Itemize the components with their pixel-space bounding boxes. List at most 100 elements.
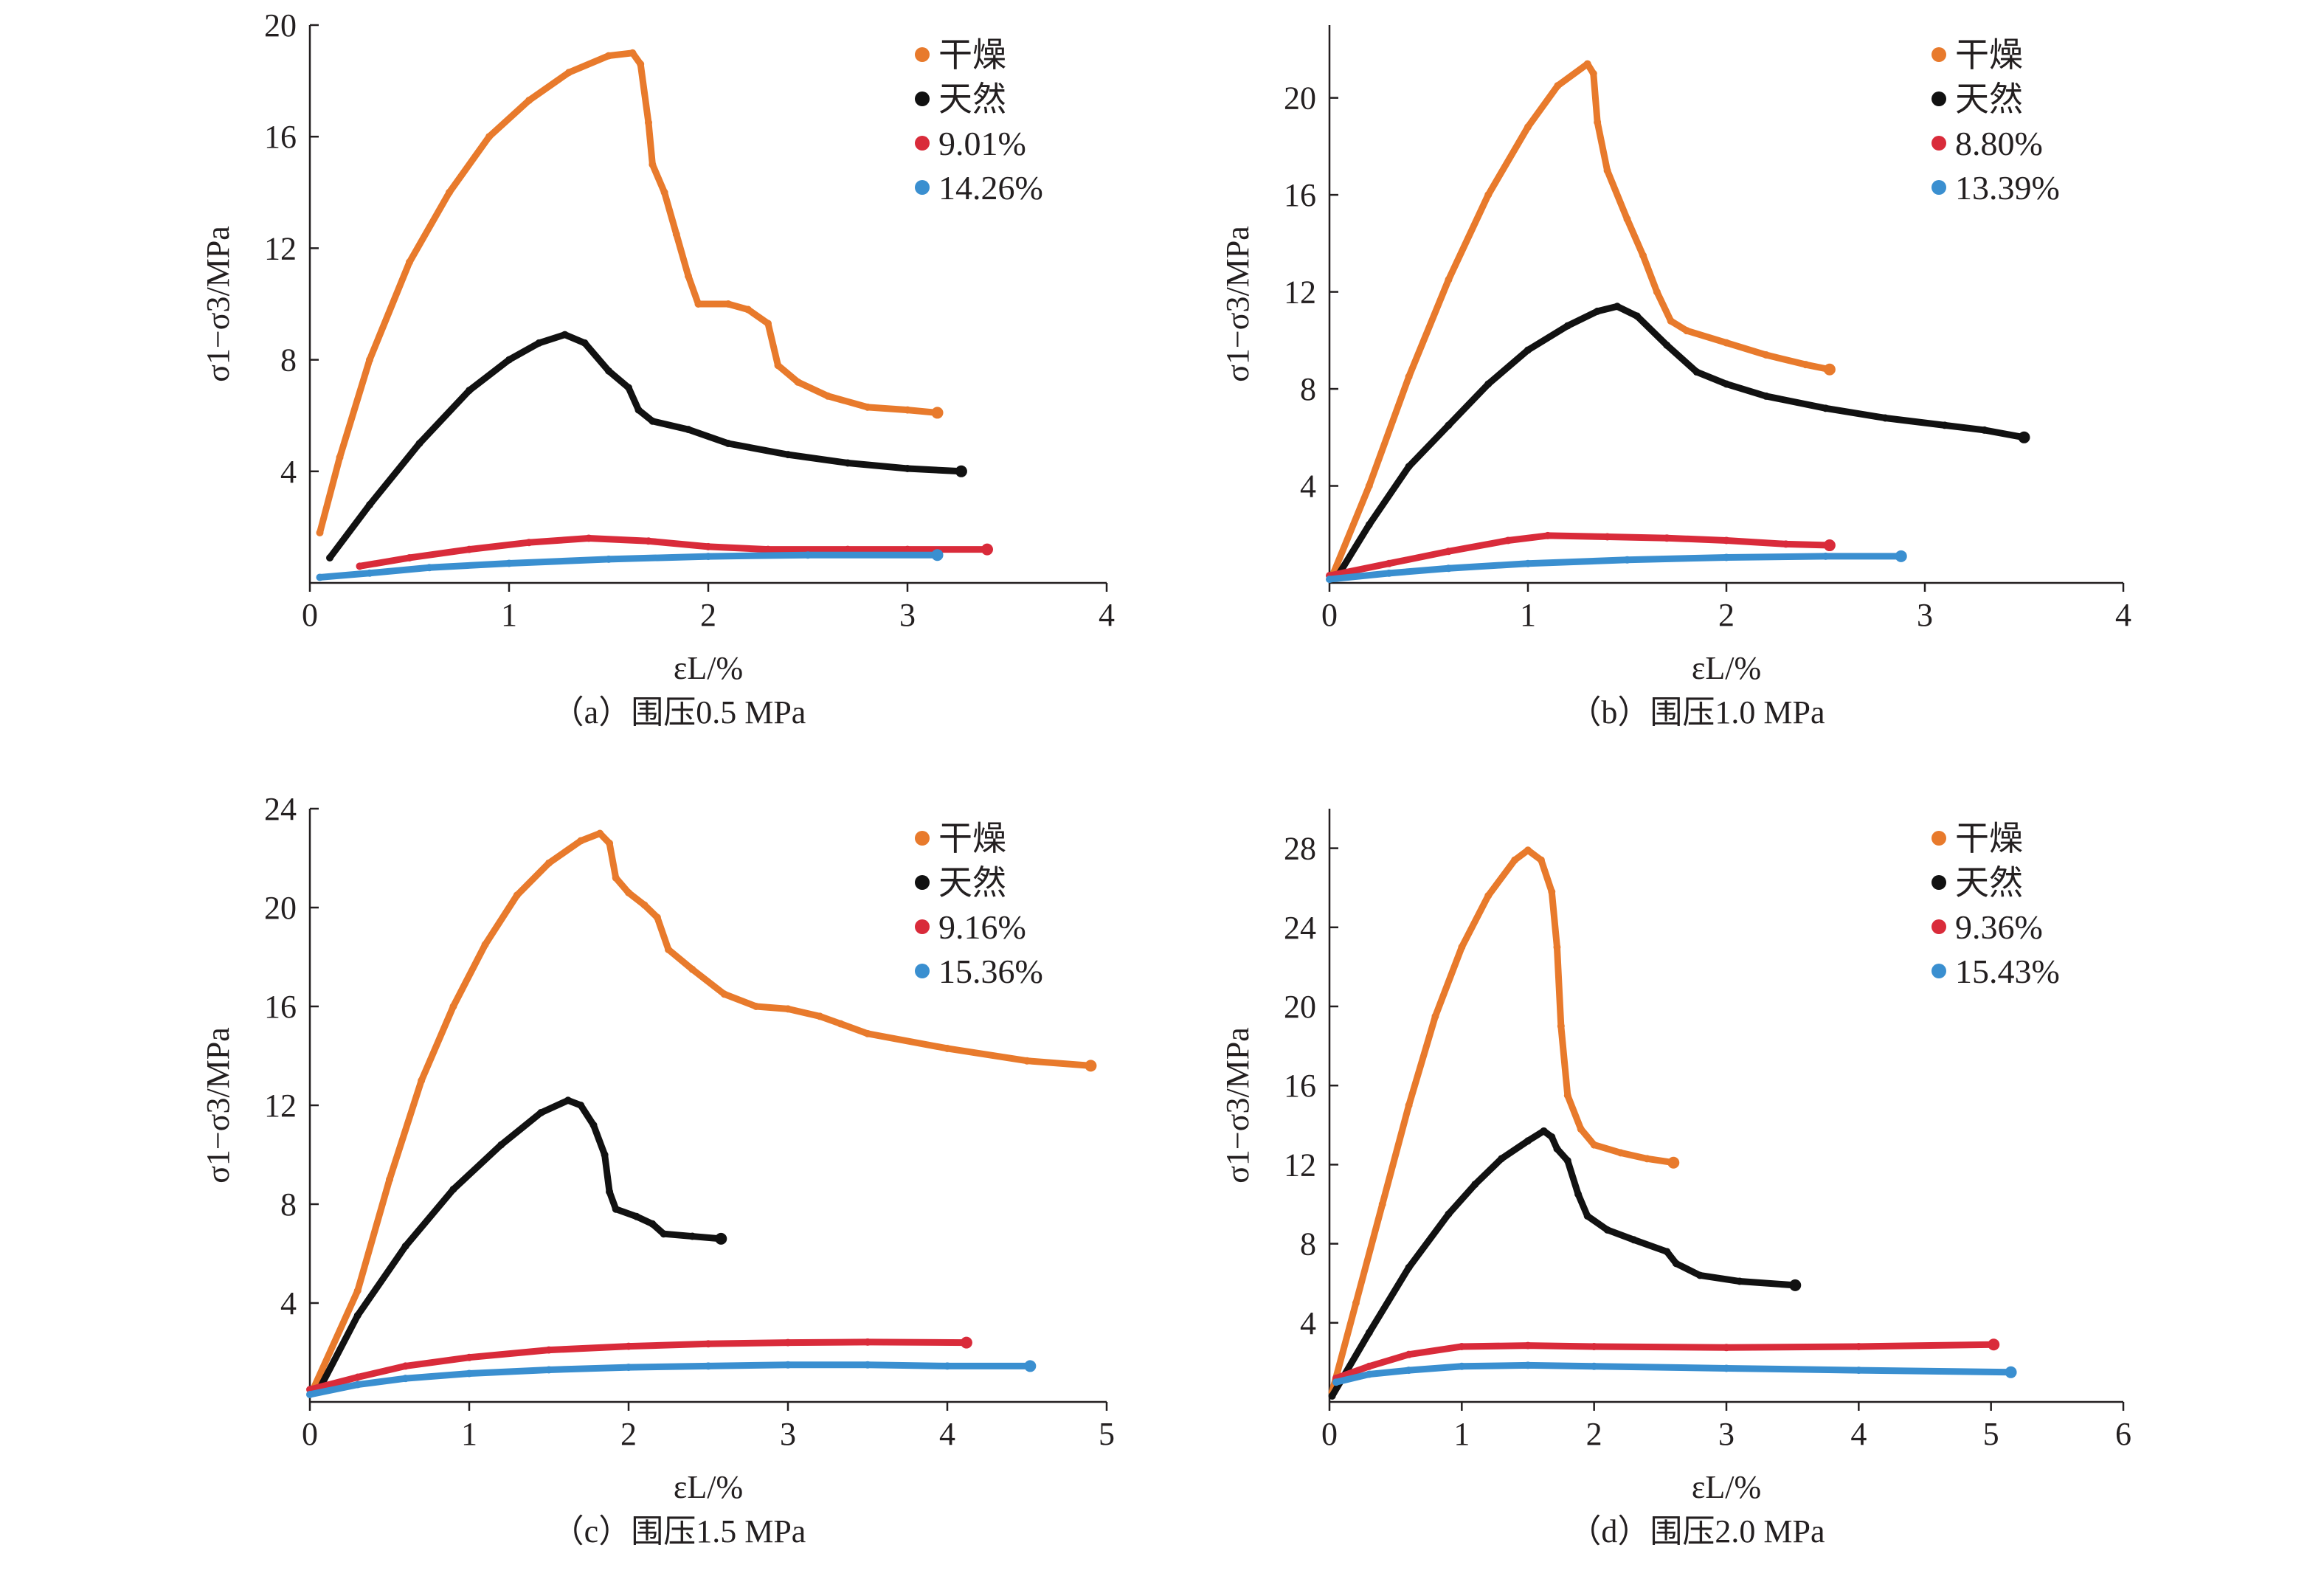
data-point [625,384,632,392]
data-point [1723,536,1730,545]
data-point [612,874,620,882]
data-point [774,362,782,370]
data-point [606,1188,614,1196]
series-1 [1328,1127,1802,1400]
x-tick-label: 6 [2115,1416,2131,1452]
series-3 [1332,1361,2017,1386]
data-point [564,1096,572,1105]
data-point [864,1029,871,1037]
y-tick-label: 16 [1284,1068,1316,1104]
data-point [1762,392,1770,400]
x-tick-label: 4 [939,1416,955,1452]
series-end-marker [1895,550,1907,562]
y-tick-label: 8 [280,1186,297,1223]
y-tick-label: 8 [280,342,297,379]
data-point [406,258,413,266]
data-point [1548,1133,1556,1141]
panel-d: 0 1 2 3 4 5 6481216202428σ1−σ3/MPaεL/%（d）围压2.0… [1220,809,2131,1549]
data-point [545,1366,553,1374]
data-point [353,1287,362,1295]
data-point [1326,576,1333,584]
data-point [764,545,772,553]
data-point [418,1077,426,1085]
data-point [629,49,637,57]
data-point [1385,569,1393,577]
data-point [694,300,702,308]
y-tick-label: 4 [280,454,297,490]
data-point [844,545,851,553]
data-point [1365,482,1373,490]
legend-marker [915,831,930,846]
data-point [649,161,657,168]
data-point [1855,1366,1863,1375]
data-point [816,1012,824,1020]
x-tick-label: 3 [1718,1416,1735,1452]
data-point [1762,351,1770,359]
data-point [685,272,692,280]
data-point [612,1205,620,1213]
data-point [1445,1210,1453,1218]
y-tick-label: 12 [264,1088,297,1124]
data-point [688,965,696,973]
data-point [406,553,413,562]
data-point [637,60,645,68]
data-point [645,119,652,127]
data-point [1653,288,1661,296]
legend-label: 干燥 [1955,820,2023,857]
data-point [1574,1190,1583,1198]
series-end-marker [955,465,967,477]
data-point [1524,1341,1532,1350]
data-point [1431,1012,1439,1020]
x-tick-label: 2 [1718,597,1735,633]
data-point [601,1151,609,1158]
panel-caption: （b）围压1.0 MPa [1569,694,1825,730]
data-point [649,417,657,425]
data-point [904,545,911,553]
data-point [705,553,712,561]
legend-marker [915,47,930,62]
data-point [606,839,614,847]
data-point [685,426,692,434]
data-point [353,1381,362,1389]
data-point [1328,1392,1336,1400]
data-point [1616,1149,1625,1157]
data-point [565,69,573,77]
data-point [1524,1361,1532,1369]
x-tick-label: 5 [1983,1416,1999,1452]
data-point [649,1220,657,1228]
series-3 [1326,550,1907,584]
data-point [401,1242,409,1250]
y-tick-label: 16 [264,119,297,155]
series-0 [316,49,944,536]
data-point [466,1369,473,1378]
data-point [306,1390,314,1398]
data-point [545,1346,553,1354]
data-point [356,562,364,570]
series-end-marker [960,1336,972,1349]
data-point [764,319,772,328]
data-point [1352,1299,1360,1307]
data-point [1802,361,1810,369]
series-end-marker [2018,431,2030,443]
data-point [1385,559,1393,567]
series-1 [326,331,967,562]
y-axis-label: σ1−σ3/MPa [200,226,236,382]
data-point [1365,1370,1373,1378]
data-point [466,1353,473,1361]
data-point [581,339,589,347]
legend-marker [1932,136,1946,151]
data-point [577,837,585,845]
data-point [1524,846,1532,854]
y-tick-label: 8 [1300,371,1316,407]
data-point [513,891,521,899]
data-point [653,913,661,922]
data-point [505,559,513,567]
y-tick-label: 4 [1300,1305,1316,1341]
data-point [366,569,373,577]
data-point [1683,327,1691,335]
data-point [1614,303,1622,311]
data-point [316,528,324,536]
data-point [794,378,802,386]
